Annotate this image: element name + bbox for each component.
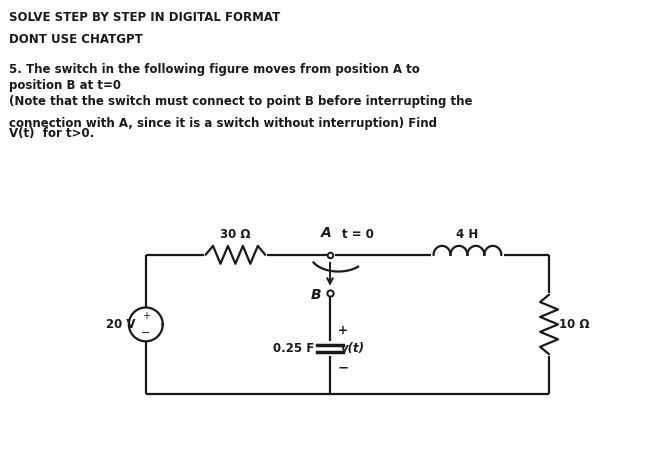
Text: A: A: [321, 226, 331, 240]
Text: 4 H: 4 H: [456, 228, 479, 241]
Text: 0.25 F: 0.25 F: [273, 342, 314, 355]
Text: SOLVE STEP BY STEP IN DIGITAL FORMAT: SOLVE STEP BY STEP IN DIGITAL FORMAT: [9, 11, 281, 24]
Text: 30 Ω: 30 Ω: [220, 228, 251, 241]
Text: v(t): v(t): [340, 342, 364, 355]
Text: t = 0: t = 0: [342, 228, 374, 241]
Text: −: −: [338, 362, 349, 374]
Text: V(t)  for t>0.: V(t) for t>0.: [9, 126, 95, 140]
Text: DONT USE CHATGPT: DONT USE CHATGPT: [9, 33, 143, 46]
Text: position B at t=0: position B at t=0: [9, 79, 122, 92]
Text: (Note that the switch must connect to point B before interrupting the: (Note that the switch must connect to po…: [9, 95, 473, 108]
Text: −: −: [141, 328, 151, 338]
Text: connection with A, since it is a switch without interruption) Find: connection with A, since it is a switch …: [9, 116, 438, 130]
Text: 10 Ω: 10 Ω: [559, 318, 590, 331]
Text: 20 V: 20 V: [106, 318, 136, 331]
Text: +: +: [141, 311, 150, 321]
Text: B: B: [311, 288, 321, 302]
Text: 5. The switch in the following figure moves from position A to: 5. The switch in the following figure mo…: [9, 63, 420, 76]
Text: +: +: [338, 324, 348, 337]
